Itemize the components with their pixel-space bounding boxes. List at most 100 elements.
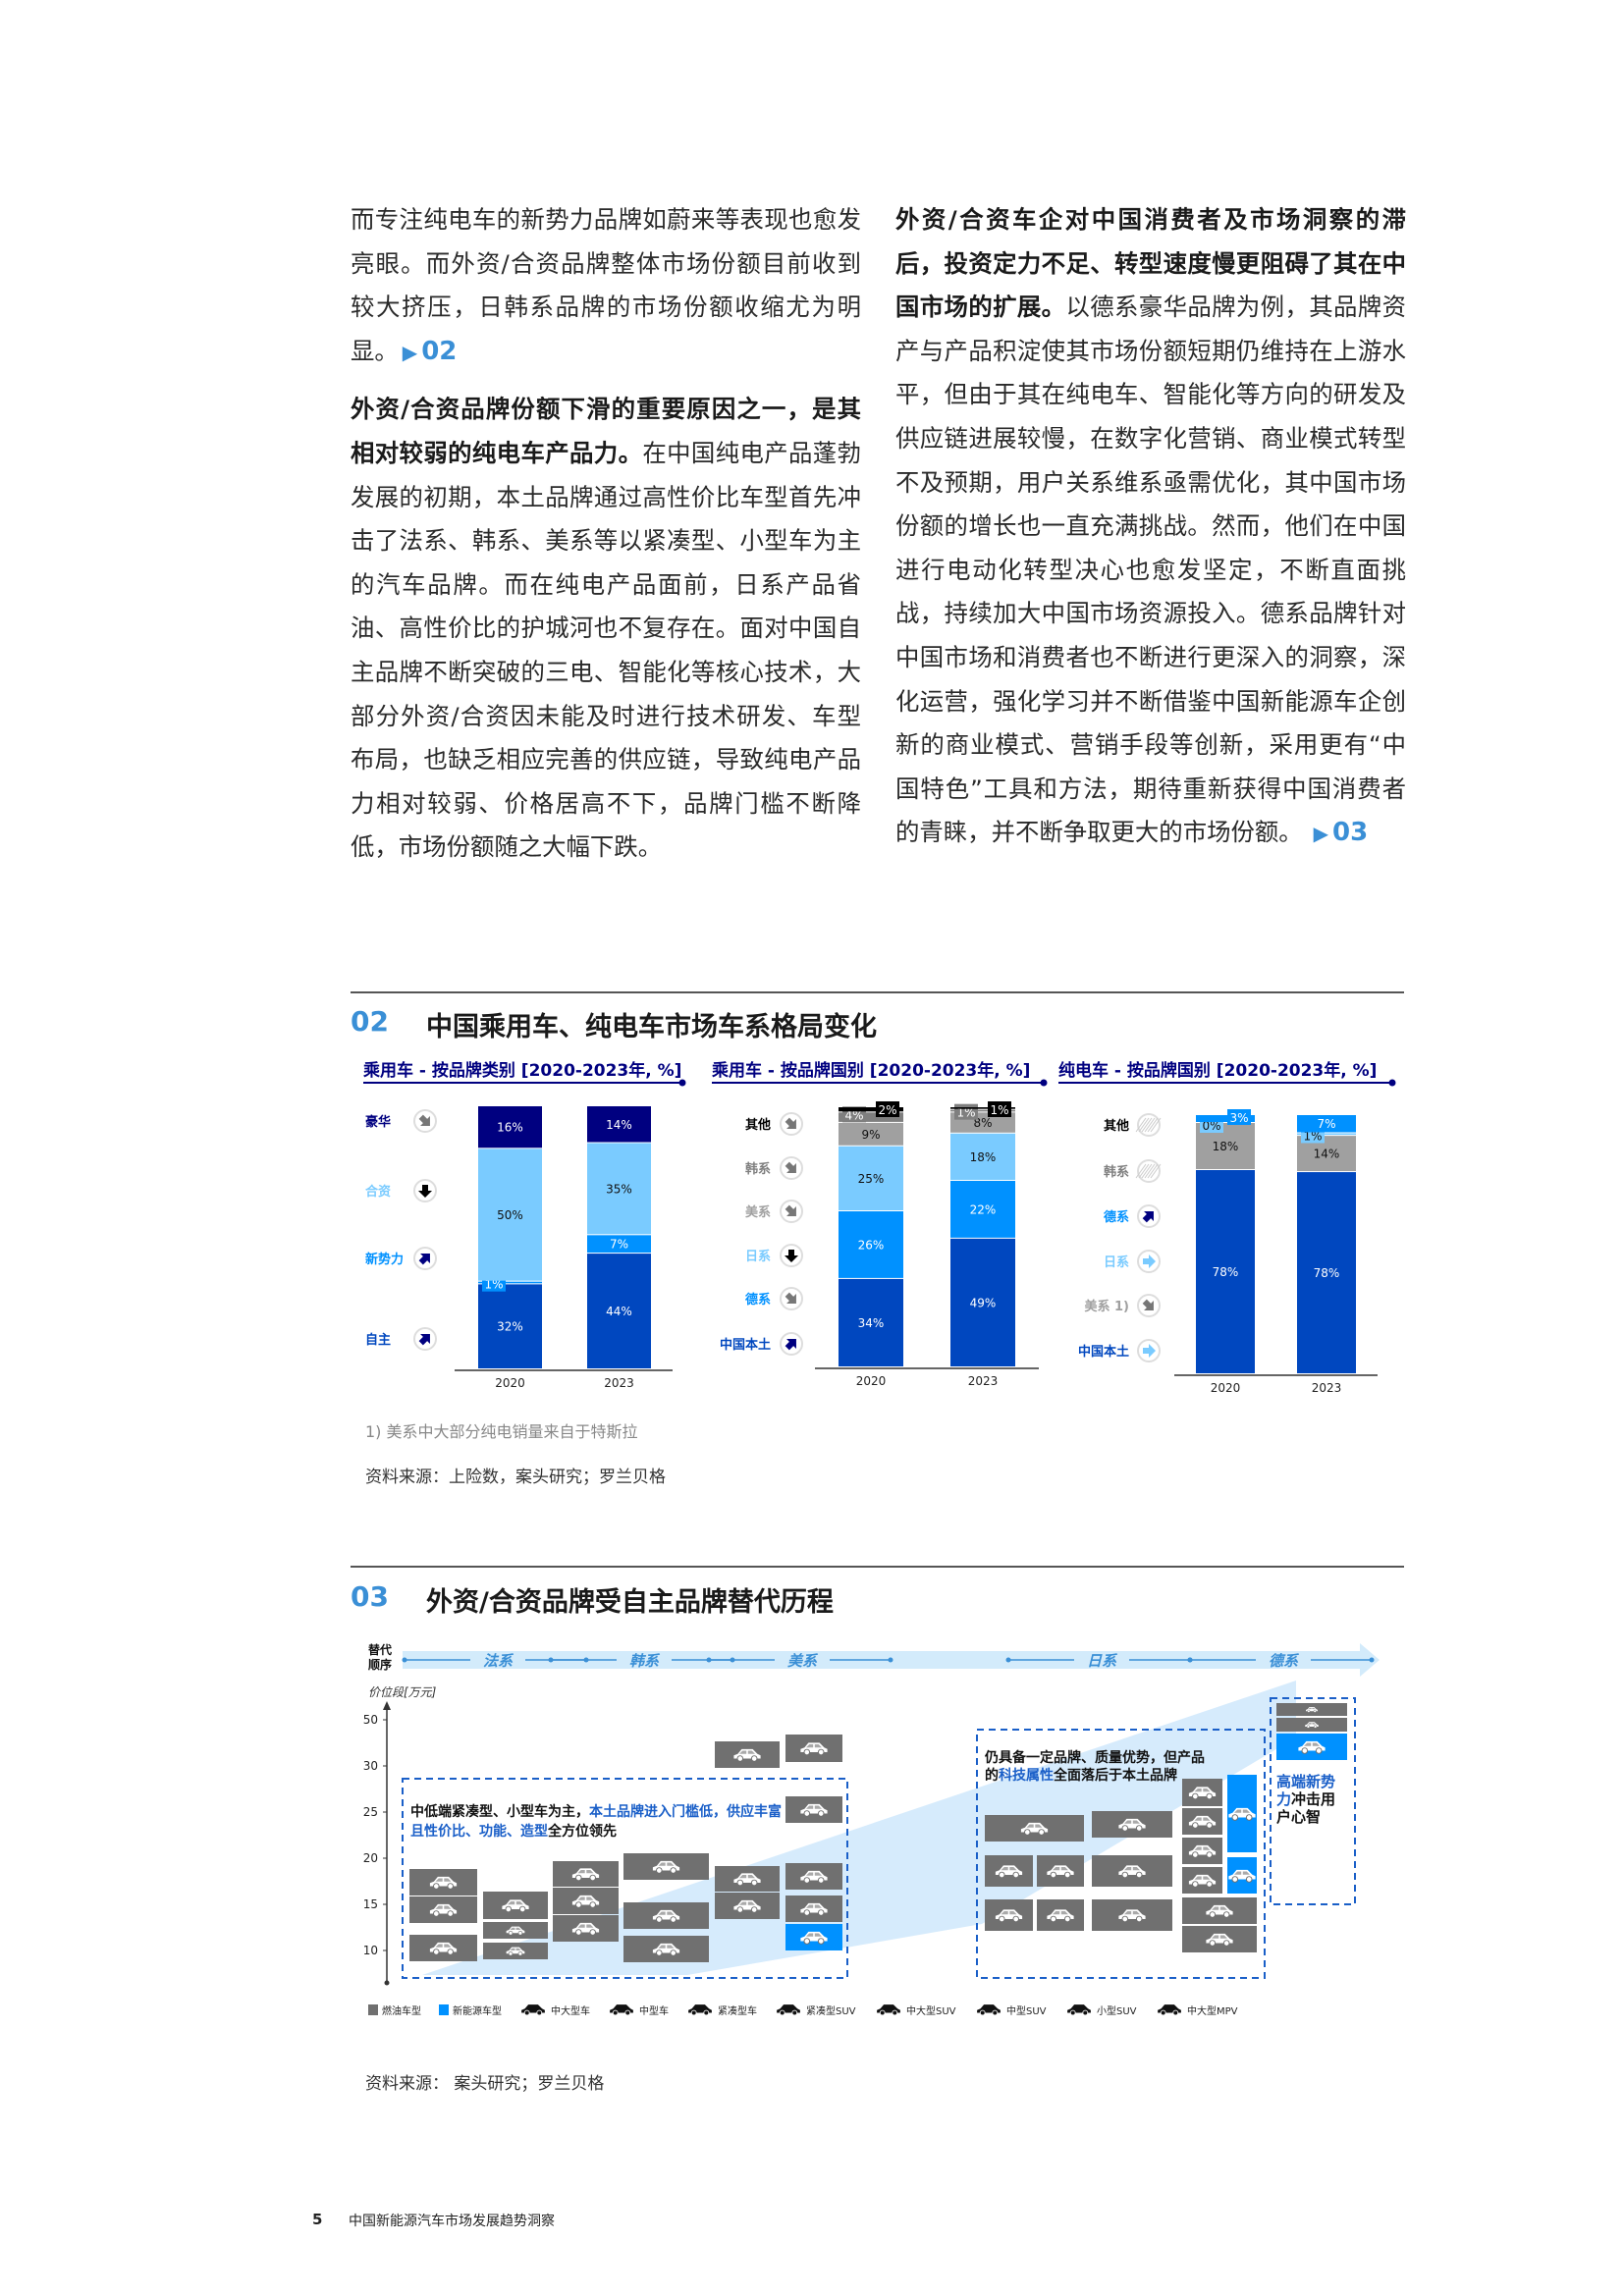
bar-segment-日系 — [839, 1146, 903, 1210]
bar-segment-豪华 — [587, 1106, 651, 1143]
bar-segment-德系 — [1297, 1115, 1356, 1133]
chart-2: 乘用车 - 按品牌国别 [2020-2023年, %] 中国本土 德系 日系 美系 韩系 其… — [711, 1060, 1048, 1388]
hatch-line — [1141, 1163, 1153, 1179]
chart-1: 乘用车 - 按品牌类别 [2020-2023年, %] 自主 新势力 合资 豪华 32% 1… — [362, 1060, 686, 1390]
bar-segment-自主 — [478, 1284, 542, 1368]
bar-segment-合资 — [478, 1148, 542, 1281]
x-tick-label: 2020 — [1211, 1381, 1241, 1395]
legend-label: 其他 — [1104, 1118, 1129, 1134]
data-label: 26% — [858, 1238, 885, 1252]
legend-label: 紧凑型车 — [718, 2004, 757, 2017]
y-tick-label: 30 — [363, 1759, 378, 1773]
legend-label: 新势力 — [365, 1252, 404, 1267]
data-label: 9% — [861, 1128, 880, 1142]
order-dot — [1005, 1657, 1011, 1663]
x-tick-label: 2020 — [856, 1374, 887, 1388]
data-label-box — [876, 1101, 899, 1117]
data-label: 49% — [970, 1296, 997, 1309]
order-item: 法系 — [483, 1652, 514, 1670]
figure02-charts: 乘用车 - 按品牌类别 [2020-2023年, %] 自主 新势力 合资 豪华 32% 1… — [362, 1060, 1396, 1395]
order-dot — [706, 1657, 712, 1663]
y-axis-end — [384, 1980, 390, 1986]
title-underline-dot — [678, 1079, 686, 1087]
figure-reference-02[interactable]: ▶ 02 — [402, 336, 458, 366]
order-dot — [548, 1657, 554, 1663]
group-caption: 的科技属性全面落后于本土品牌 — [985, 1767, 1177, 1784]
legend-label: 中型SUV — [1006, 2004, 1047, 2017]
data-label: 18% — [970, 1150, 997, 1164]
bar-segment-其他 — [839, 1107, 903, 1112]
dashed-group-box — [402, 1778, 848, 1979]
order-dot — [1187, 1657, 1193, 1663]
legend-label: 中大型SUV — [906, 2004, 956, 2017]
bar-segment-美系 — [839, 1122, 903, 1146]
y-tick-label: 25 — [363, 1805, 378, 1819]
data-label: 14% — [606, 1118, 632, 1132]
x-tick-label: 2023 — [968, 1374, 999, 1388]
y-tick-label: 10 — [363, 1944, 378, 1957]
hatch-line — [1147, 1163, 1159, 1179]
arrow-up-right-icon — [785, 1339, 796, 1351]
source-note: 资料来源：上险数，案头研究；罗兰贝格 — [365, 1468, 666, 1487]
data-label: 78% — [1213, 1265, 1239, 1279]
caption-text: 冲击用户心智 — [1276, 1790, 1336, 1826]
data-label: 4% — [844, 1108, 863, 1122]
data-label: 78% — [1314, 1266, 1340, 1280]
large-car-icon — [520, 2003, 546, 2016]
data-label: 32% — [497, 1320, 523, 1334]
arrow-down-right-icon — [418, 1114, 430, 1126]
arrow-up-right-icon — [418, 1254, 430, 1265]
order-item: 美系 — [787, 1652, 819, 1670]
arrow-down-right-icon — [1142, 1299, 1154, 1310]
order-dot — [888, 1657, 893, 1663]
group-caption-high-end: 高端新势力冲击用户心智 — [1276, 1773, 1339, 1826]
bar-segment-自主 — [587, 1254, 651, 1368]
mid-suv-icon — [976, 2003, 1001, 2016]
figure-reference-03[interactable]: ▶ 03 — [1306, 818, 1369, 848]
group-caption: 仍具备一定品牌、质量优势，但产品 — [984, 1749, 1205, 1766]
bar-segment-中国本土 — [839, 1278, 903, 1366]
legend-label: 美系 — [745, 1204, 771, 1220]
data-label: 35% — [606, 1182, 632, 1196]
bar-segment-中国本土 — [1297, 1172, 1356, 1373]
legend-label: 中大型MPV — [1187, 2004, 1238, 2017]
compact-suv-icon — [776, 2003, 801, 2016]
data-label: 44% — [606, 1305, 632, 1318]
blue-square-icon — [439, 2004, 449, 2015]
data-label: 7% — [610, 1238, 628, 1252]
chart-title: 乘用车 - 按品牌国别 [2020-2023年, %] — [711, 1060, 1030, 1081]
hatch-line — [1144, 1117, 1156, 1133]
dashed-group-box — [976, 1729, 1266, 1979]
bar-segment-德系 — [1196, 1115, 1255, 1122]
figure-number: 03 — [351, 1580, 389, 1613]
bar-segment-德系 — [950, 1180, 1015, 1238]
data-label: 1% — [484, 1278, 503, 1292]
trend-wedge — [422, 1681, 1296, 1975]
data-label: 22% — [970, 1202, 997, 1216]
hatch-line — [1147, 1117, 1159, 1133]
large-suv-icon — [876, 2003, 901, 2016]
data-label: 7% — [1317, 1117, 1335, 1131]
order-item: 德系 — [1269, 1652, 1300, 1670]
legend-label: 日系 — [745, 1249, 771, 1264]
triangle-icon: ▶ — [1306, 822, 1328, 846]
y-axis-arrow — [383, 1701, 391, 1710]
title-underline-dot — [1388, 1079, 1396, 1087]
figure-title: 中国乘用车、纯电车市场车系格局变化 — [426, 1012, 877, 1042]
bar-segment-韩系 — [950, 1109, 1015, 1112]
hatch-line — [1135, 1163, 1147, 1179]
source-note: 资料来源： 案头研究；罗兰贝格 — [365, 2074, 605, 2094]
legend-label: 日系 — [1104, 1255, 1129, 1270]
small-suv-icon — [1066, 2003, 1092, 2016]
arrow-right-icon — [1143, 1344, 1156, 1358]
data-label-box — [1227, 1109, 1251, 1125]
hatch-line — [1141, 1117, 1153, 1133]
paragraph: 外资/合资品牌份额下滑的重要原因之一，是其相对较弱的纯电车产品力。在中国纯电产品… — [351, 395, 861, 862]
paragraph: 外资/合资车企对中国消费者及市场洞察的滞后，投资定力不足、转型速度慢更阻碍了其在… — [895, 205, 1406, 848]
chart-title: 纯电车 - 按品牌国别 [2020-2023年, %] — [1058, 1060, 1377, 1081]
data-label: 1% — [990, 1103, 1008, 1117]
legend-label: 美系 1) — [1084, 1299, 1129, 1314]
arrow-down-right-icon — [785, 1204, 796, 1216]
hatch-line — [1138, 1163, 1150, 1179]
